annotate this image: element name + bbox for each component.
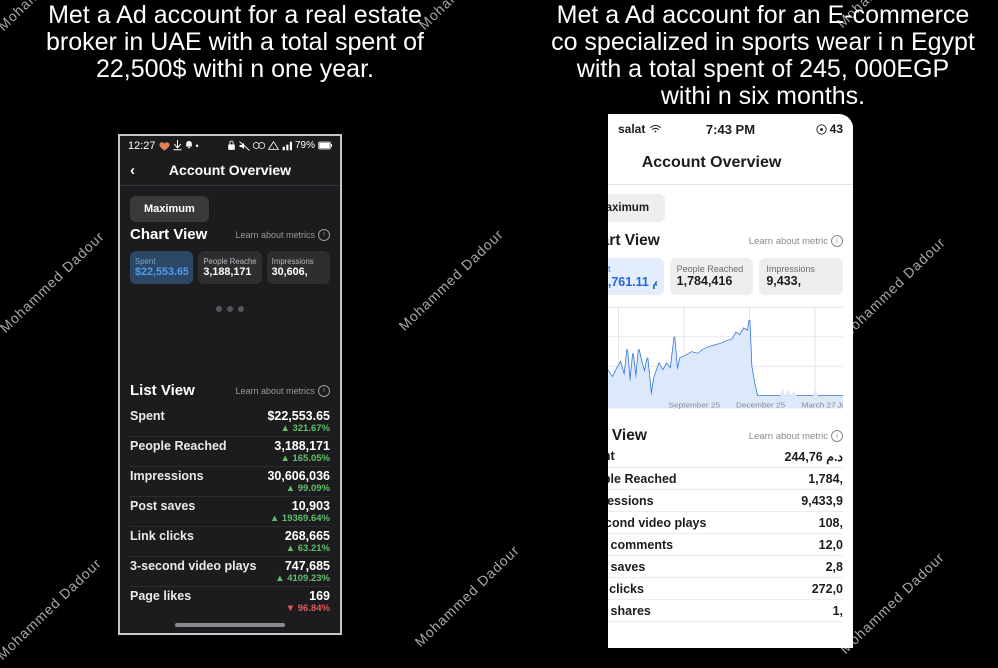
svg-text:December 25: December 25 <box>736 401 785 409</box>
svg-text:March 27: March 27 <box>802 401 836 409</box>
svg-text:September 25: September 25 <box>669 401 720 409</box>
svg-text:Ju: Ju <box>837 401 843 409</box>
